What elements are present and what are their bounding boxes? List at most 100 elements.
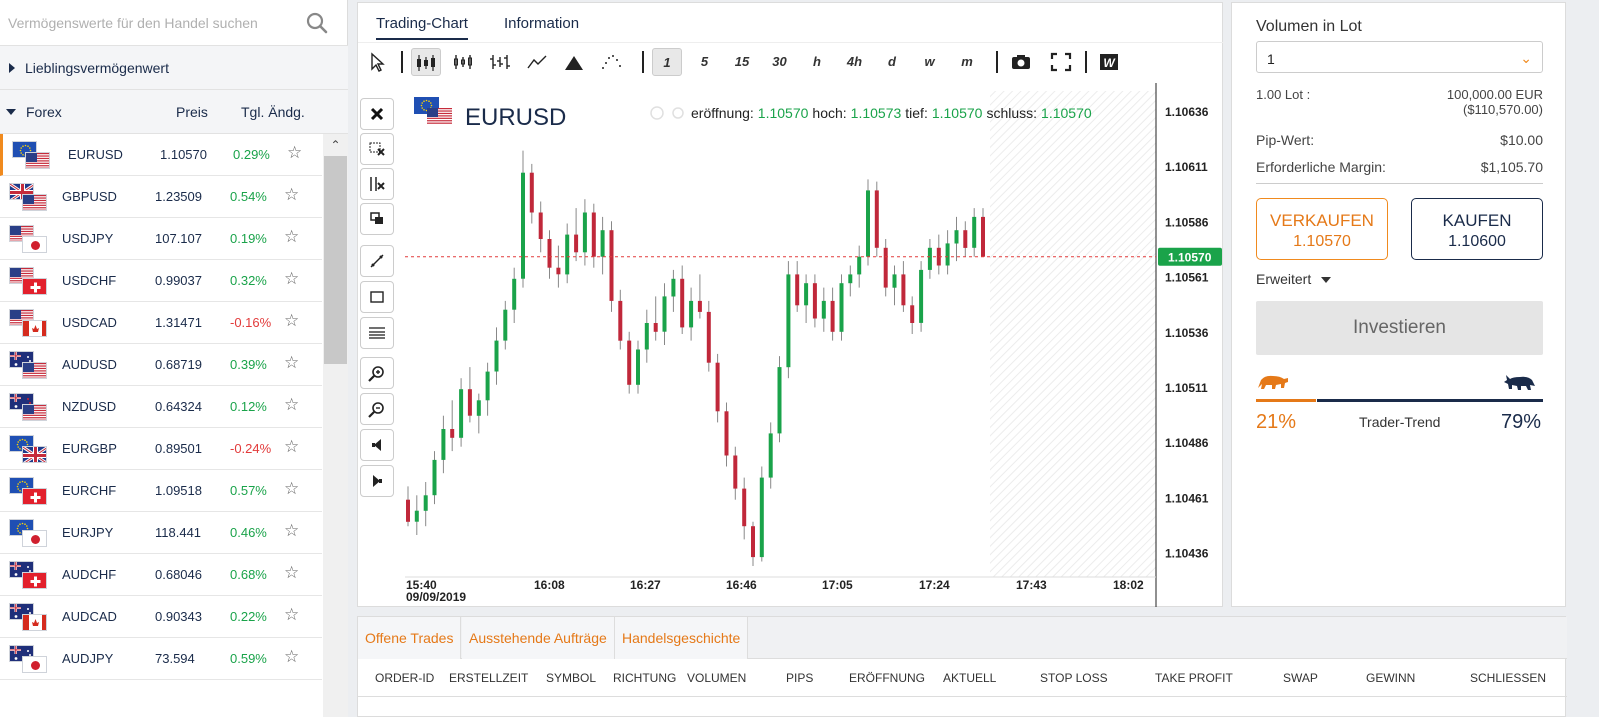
trades-tab-1[interactable]: Ausstehende Aufträge	[462, 617, 615, 659]
timeframe-1-button[interactable]: 1	[652, 48, 682, 76]
fibonacci-icon[interactable]	[360, 317, 394, 349]
timeframe-w-button[interactable]: w	[924, 54, 935, 69]
ohlc-icon[interactable]	[485, 48, 515, 76]
asset-row-usdjpy[interactable]: USDJPY 107.107 0.19% ☆	[0, 218, 322, 260]
trades-tab-2[interactable]: Handelsgeschichte	[615, 617, 749, 659]
scroll-up-icon[interactable]: ⌃	[330, 138, 341, 152]
asset-row-eurchf[interactable]: EURCHF 1.09518 0.57% ☆	[0, 470, 322, 512]
column-header[interactable]: RICHTUNG	[613, 671, 677, 685]
star-icon[interactable]: ☆	[284, 395, 300, 414]
forex-section-header[interactable]: Forex Preis Tgl. Ändg.	[0, 90, 348, 134]
star-icon[interactable]: ☆	[284, 269, 300, 288]
star-icon[interactable]: ☆	[287, 143, 303, 162]
column-header[interactable]: SCHLIESSEN	[1470, 671, 1547, 685]
candle	[963, 230, 968, 248]
star-icon[interactable]: ☆	[284, 605, 300, 624]
invest-button[interactable]: Investieren	[1256, 301, 1543, 355]
lot-value: 100,000.00 EUR ($110,570.00)	[1447, 87, 1543, 117]
star-icon[interactable]: ☆	[284, 521, 300, 540]
settings-icon[interactable]	[672, 107, 684, 119]
search-input[interactable]	[8, 8, 298, 38]
column-header[interactable]: TAKE PROFIT	[1155, 671, 1233, 685]
star-icon[interactable]: ☆	[284, 311, 300, 330]
candle	[945, 243, 950, 266]
flag-icon	[9, 519, 49, 549]
candle	[759, 477, 764, 558]
star-icon[interactable]: ☆	[284, 479, 300, 498]
y-tick-label: 1.10486	[1165, 436, 1209, 450]
search-icon[interactable]	[305, 11, 329, 35]
asset-row-eurusd[interactable]: EURUSD 1.10570 0.29% ☆	[0, 134, 322, 176]
column-header[interactable]: GEWINN	[1366, 671, 1416, 685]
star-icon[interactable]: ☆	[284, 437, 300, 456]
rectangle-icon[interactable]	[360, 281, 394, 313]
column-header[interactable]: AKTUELL	[943, 671, 997, 685]
asset-row-usdcad[interactable]: USDCAD 1.31471 -0.16% ☆	[0, 302, 322, 344]
candles-icon[interactable]	[411, 48, 441, 76]
timeframe-d-button[interactable]: d	[888, 54, 896, 69]
asset-row-audusd[interactable]: AUDUSD 0.68719 0.39% ☆	[0, 344, 322, 386]
star-icon[interactable]: ☆	[284, 647, 300, 666]
column-header[interactable]: VOLUMEN	[687, 671, 747, 685]
scroll-left-icon[interactable]	[360, 429, 394, 461]
w-icon[interactable]: W	[1094, 48, 1124, 76]
pointer-icon[interactable]	[362, 48, 392, 76]
price-chart[interactable]: 1.10636 1.10611 1.10586 1.10561 1.10536 1.105…	[358, 83, 1222, 607]
favorites-section[interactable]: Lieblingsvermögenwert	[0, 46, 348, 90]
asset-row-audjpy[interactable]: AUDJPY 73.594 0.59% ☆	[0, 638, 322, 680]
volume-select[interactable]: 1 ⌄	[1256, 41, 1543, 73]
bars-icon[interactable]	[448, 48, 478, 76]
column-price: Preis	[176, 103, 208, 120]
column-header[interactable]: SWAP	[1283, 671, 1318, 685]
timeframe-5-button[interactable]: 5	[700, 54, 709, 69]
scrollbar[interactable]: ⌃	[323, 134, 348, 717]
tab-information[interactable]: Information	[504, 15, 580, 32]
asset-row-audchf[interactable]: AUDCHF 0.68046 0.68% ☆	[0, 554, 322, 596]
star-icon[interactable]: ☆	[284, 185, 300, 204]
timeframe-15-button[interactable]: 15	[734, 54, 750, 69]
buy-button[interactable]: KAUFEN 1.10600	[1411, 198, 1543, 260]
column-header[interactable]: ORDER-ID	[375, 671, 435, 685]
asset-row-gbpusd[interactable]: GBPUSD 1.23509 0.54% ☆	[0, 176, 322, 218]
fullscreen-icon[interactable]	[1046, 48, 1076, 76]
select-delete-icon[interactable]	[360, 133, 394, 165]
bars-delete-icon[interactable]	[360, 168, 394, 200]
flag-us-icon	[9, 267, 34, 284]
timeframe-4h-button[interactable]: 4h	[846, 54, 863, 69]
layers-icon[interactable]	[360, 203, 394, 235]
candle	[777, 367, 782, 434]
line-icon[interactable]	[522, 48, 552, 76]
sell-button[interactable]: VERKAUFEN 1.10570	[1256, 198, 1388, 260]
column-header[interactable]: PIPS	[786, 671, 814, 685]
area-icon[interactable]	[559, 48, 589, 76]
column-header[interactable]: SYMBOL	[546, 671, 597, 685]
star-icon[interactable]: ☆	[284, 227, 300, 246]
column-header[interactable]: ERÖFFNUNG	[849, 671, 925, 685]
asset-row-eurjpy[interactable]: EURJPY 118.441 0.46% ☆	[0, 512, 322, 554]
scroll-right-icon[interactable]	[360, 465, 394, 497]
timeframe-m-button[interactable]: m	[961, 54, 973, 69]
zoom-in-icon[interactable]	[360, 357, 394, 389]
asset-row-nzdusd[interactable]: NZDUSD 0.64324 0.12% ☆	[0, 386, 322, 428]
timeframe-30-button[interactable]: 30	[772, 54, 787, 69]
column-header[interactable]: ERSTELLZEIT	[449, 671, 529, 685]
star-icon[interactable]: ☆	[284, 563, 300, 582]
timeframe-h-button[interactable]: h	[813, 54, 821, 69]
trades-tab-0[interactable]: Offene Trades	[358, 617, 462, 659]
candle	[919, 269, 924, 323]
flag-icon	[9, 309, 49, 339]
advanced-toggle[interactable]: Erweitert	[1256, 271, 1332, 287]
close-icon[interactable]	[360, 98, 394, 130]
column-header[interactable]: STOP LOSS	[1040, 671, 1108, 685]
zoom-out-icon[interactable]	[360, 393, 394, 425]
tab-trading-chart[interactable]: Trading-Chart	[376, 15, 468, 40]
asset-row-eurgbp[interactable]: EURGBP 0.89501 -0.24% ☆	[0, 428, 322, 470]
trendline-icon[interactable]	[360, 245, 394, 277]
camera-icon[interactable]	[1006, 48, 1036, 76]
scroll-thumb[interactable]	[324, 156, 347, 364]
star-icon[interactable]: ☆	[284, 353, 300, 372]
dots-icon[interactable]	[596, 48, 626, 76]
asset-row-audcad[interactable]: AUDCAD 0.90343 0.22% ☆	[0, 596, 322, 638]
eye-icon[interactable]	[650, 106, 664, 120]
asset-row-usdchf[interactable]: USDCHF 0.99037 0.32% ☆	[0, 260, 322, 302]
